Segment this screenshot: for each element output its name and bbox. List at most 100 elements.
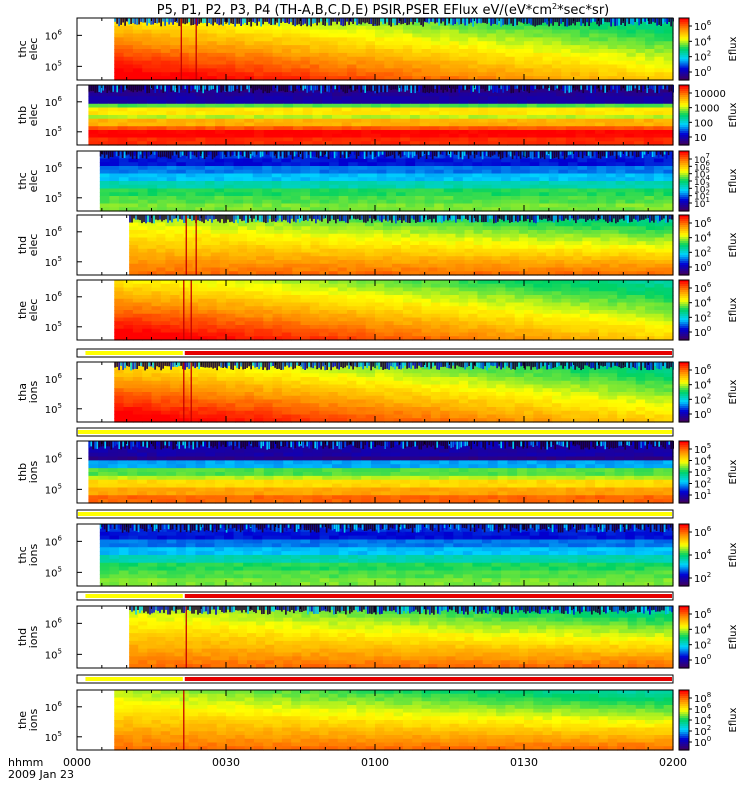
spectrogram-cell — [272, 41, 283, 46]
spectrogram-cell — [246, 267, 257, 272]
spectrogram-cell — [118, 177, 130, 182]
noise-stripe — [546, 85, 548, 90]
noise-stripe — [480, 85, 482, 89]
noise-stripe — [608, 18, 610, 23]
noise-stripe — [294, 18, 296, 27]
spectrogram-cell — [458, 133, 469, 139]
spectrogram-cell — [138, 158, 149, 163]
spectrogram-cell — [88, 130, 99, 135]
spectrogram-cell — [290, 162, 302, 167]
spectrogram-cell — [214, 151, 225, 156]
spectrogram-cell — [401, 222, 411, 227]
spectrogram-cell — [137, 137, 148, 142]
spectrogram-cell — [400, 141, 411, 146]
noise-stripe — [196, 18, 198, 26]
noise-stripe — [247, 151, 250, 159]
spectrogram-cell — [653, 177, 665, 182]
noise-stripe — [262, 18, 264, 25]
spectrogram-cell — [617, 60, 628, 66]
colorbar-step — [679, 36, 689, 40]
noise-stripe — [430, 18, 432, 22]
spectrogram-cell — [507, 137, 518, 142]
spectrogram-cell — [88, 96, 99, 101]
spectrogram-cell — [634, 103, 645, 109]
spectrogram-cell — [337, 263, 348, 269]
noise-stripe — [530, 85, 532, 91]
noise-stripe — [490, 85, 492, 90]
spectrogram-cell — [462, 166, 473, 171]
spectrogram-cell — [151, 41, 162, 46]
spectrogram-cell — [505, 52, 516, 58]
spectrogram-cell — [246, 233, 257, 239]
spectrogram-cell — [361, 122, 372, 127]
spectrogram-cell — [663, 158, 674, 163]
spectrogram-cell — [301, 263, 312, 269]
spectrogram-cell — [462, 169, 473, 175]
spectrogram-cell — [300, 64, 311, 69]
spectrogram-cell — [614, 92, 625, 97]
noise-stripe — [466, 85, 468, 91]
spectrogram-cell — [205, 111, 216, 116]
noise-stripe — [593, 151, 596, 158]
spectrogram-cell — [244, 141, 255, 146]
spectrogram-cell — [138, 230, 148, 235]
spectrogram-cell — [246, 226, 257, 231]
spectrogram-cell — [509, 226, 520, 231]
spectrogram-cell — [448, 85, 460, 90]
spectrogram-cell — [546, 241, 556, 246]
spectrogram-cell — [219, 230, 230, 235]
spectrogram-cell — [109, 184, 120, 190]
spectrogram-cell — [517, 118, 528, 124]
spectrogram-cell — [300, 188, 311, 193]
spectrogram-cell — [455, 245, 466, 250]
spectrogram-cell — [128, 169, 139, 175]
colorbar-step — [679, 63, 689, 67]
spectrogram-cell — [355, 271, 366, 276]
spectrogram-cell — [501, 203, 512, 208]
spectrogram-cell — [606, 166, 617, 171]
spectrogram-cell — [138, 173, 149, 178]
spectrogram-cell — [424, 196, 435, 201]
colorbar-step — [679, 46, 689, 50]
colorbar-step — [679, 89, 689, 92]
spectrogram-cell — [558, 196, 569, 201]
spectrogram-cell — [246, 237, 257, 242]
spectrogram-cell — [635, 56, 646, 62]
spectrogram-cell — [356, 29, 367, 35]
spectrogram-cell — [117, 126, 128, 131]
spectrogram-cell — [370, 92, 382, 97]
spectrogram-cell — [262, 169, 273, 175]
spectrogram-cell — [386, 181, 397, 186]
spectrogram-cell — [291, 21, 302, 27]
spectrogram-cell — [645, 263, 656, 269]
noise-stripe — [159, 151, 162, 158]
spectrogram-cell — [607, 76, 618, 81]
spectrogram-cell — [548, 184, 559, 190]
spectrogram-cell — [312, 133, 323, 139]
spectrogram-cell — [219, 233, 230, 239]
spectrogram-cell — [170, 68, 181, 73]
noise-stripe — [505, 151, 508, 158]
noise-stripe — [406, 85, 408, 91]
spectrogram-cell — [510, 177, 521, 182]
spectrogram-cell — [392, 245, 402, 250]
spectrogram-cell — [607, 60, 618, 66]
spectrogram-cell — [548, 188, 559, 193]
spectrogram-cell — [322, 111, 333, 116]
spectrogram-cell — [179, 76, 190, 81]
spectrogram-cell — [448, 118, 460, 124]
colorbar-step — [679, 40, 689, 44]
noise-stripe — [557, 151, 560, 159]
noise-stripe — [436, 85, 438, 93]
noise-stripe — [610, 18, 612, 27]
spectrogram-cell — [464, 252, 475, 257]
spectrogram-cell — [573, 245, 583, 250]
panel-ylabel: elec — [27, 170, 40, 193]
spectrogram-cell — [301, 252, 312, 257]
spectrogram-cell — [449, 72, 460, 77]
spectrogram-cell — [546, 215, 556, 220]
spectrogram-cell — [198, 41, 208, 46]
spectrogram-cell — [468, 41, 479, 46]
spectrogram-cell — [347, 60, 357, 66]
spectrogram-cell — [614, 111, 625, 116]
